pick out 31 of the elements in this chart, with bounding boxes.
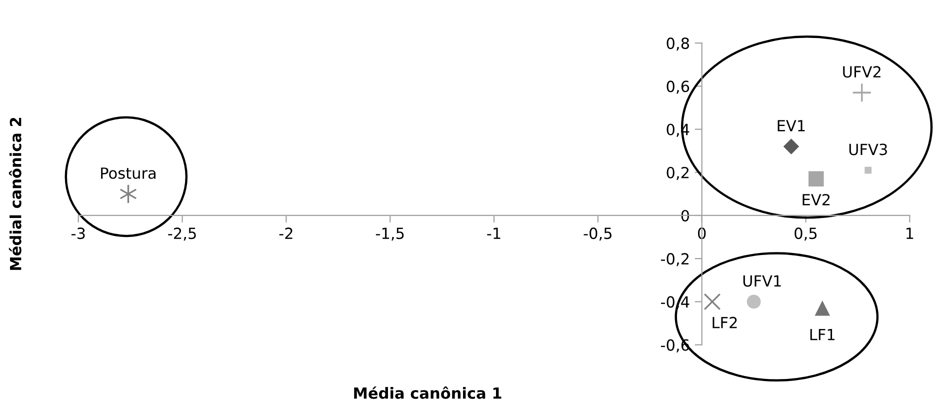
x-tick-label: -1,5	[376, 228, 404, 241]
x-tick-label: 0	[698, 228, 706, 240]
series-label: UFV1	[743, 275, 781, 287]
y-tick-label: -0,2	[660, 253, 689, 266]
series-label: LF2	[712, 316, 737, 328]
y-axis-title: Médial canônica 2	[8, 118, 22, 270]
point	[120, 184, 137, 204]
point	[808, 171, 824, 186]
x-tick-label: -3	[72, 228, 85, 240]
x-axis-title: Média canônica 1	[354, 386, 502, 399]
point	[704, 293, 721, 310]
x-tick-label: 1	[906, 228, 914, 239]
series-label: UFV2	[843, 66, 880, 78]
series-label: LF1	[810, 329, 834, 340]
x-tick-label: -2,5	[168, 228, 196, 241]
series-label: UFV3	[849, 144, 887, 156]
y-tick-label: 0,6	[666, 80, 690, 94]
series-label: EV2	[802, 194, 830, 206]
series-label: EV1	[778, 120, 805, 132]
y-tick-label: 0,2	[666, 166, 689, 180]
point	[814, 300, 830, 316]
x-tick-label: 0,5	[794, 228, 817, 241]
y-tick-label: 0,8	[666, 38, 689, 51]
x-tick-label: -0,5	[584, 228, 612, 241]
point	[852, 82, 872, 102]
point	[864, 166, 872, 174]
point	[746, 294, 761, 309]
x-tick-label: -1	[487, 228, 500, 239]
series-label: Postura	[101, 168, 156, 179]
x-tick-label: -2	[279, 228, 292, 239]
point	[783, 138, 800, 154]
